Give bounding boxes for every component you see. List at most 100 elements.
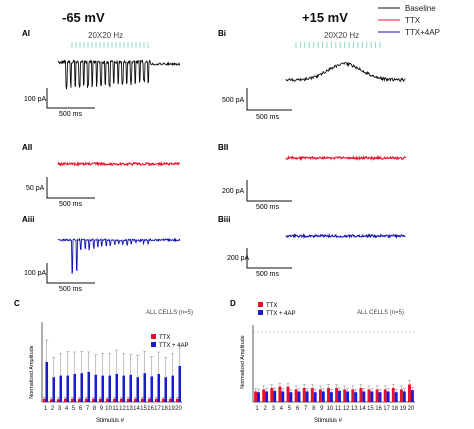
scale-y-bii: 200 pA bbox=[222, 188, 245, 195]
bar bbox=[318, 389, 322, 402]
x-tick-label: 16 bbox=[147, 406, 154, 412]
bar bbox=[157, 374, 161, 402]
bar bbox=[321, 391, 325, 402]
x-tick-label: 4 bbox=[65, 406, 69, 412]
scale-x-ai: 500 ms bbox=[59, 111, 82, 118]
x-tick-label: 18 bbox=[391, 406, 398, 412]
bar bbox=[143, 373, 147, 402]
chart-c-legend-swatch-ttx bbox=[151, 334, 156, 339]
bar bbox=[362, 391, 366, 402]
scale-x-aiii: 500 ms bbox=[59, 286, 82, 293]
x-tick-label: 17 bbox=[154, 406, 161, 412]
bar bbox=[402, 391, 406, 402]
chart-d-axes bbox=[252, 325, 415, 403]
legend-label-ttx-4ap: TTX+4AP bbox=[405, 28, 440, 37]
trace-legend: Baseline TTX TTX+4AP bbox=[378, 4, 440, 37]
scale-bar-bi: 500 pA 500 ms bbox=[222, 88, 292, 121]
x-tick-label: 5 bbox=[72, 406, 76, 412]
bar bbox=[126, 398, 130, 402]
scale-x-bii: 500 ms bbox=[256, 204, 279, 211]
legend-label-baseline: Baseline bbox=[405, 4, 436, 13]
x-tick-label: 2 bbox=[51, 406, 55, 412]
chart-c-annotation: ALL CELLS (n=5) bbox=[146, 310, 193, 316]
x-tick-label: 15 bbox=[367, 406, 374, 412]
bar bbox=[286, 386, 290, 402]
bar bbox=[94, 374, 98, 402]
legend-label-ttx: TTX bbox=[405, 16, 421, 25]
bar bbox=[351, 389, 355, 402]
bar bbox=[281, 391, 285, 402]
bar bbox=[84, 398, 88, 402]
x-tick-label: 20 bbox=[175, 406, 182, 412]
bar bbox=[164, 377, 168, 402]
x-tick-label: 2 bbox=[263, 406, 267, 412]
bar bbox=[310, 388, 314, 402]
bar bbox=[105, 398, 109, 402]
x-tick-label: 14 bbox=[359, 406, 366, 412]
bar bbox=[42, 398, 46, 402]
bar bbox=[289, 392, 293, 402]
bar bbox=[87, 372, 91, 402]
bar bbox=[343, 389, 347, 402]
scale-x-bi: 500 ms bbox=[256, 114, 279, 121]
x-tick-label: 18 bbox=[161, 406, 168, 412]
x-tick-label: 9 bbox=[100, 406, 104, 412]
chart-d-annotation: ALL CELLS (n=5) bbox=[357, 310, 404, 316]
x-tick-label: 8 bbox=[312, 406, 316, 412]
bar bbox=[171, 375, 175, 402]
bar bbox=[175, 398, 179, 402]
bar bbox=[52, 377, 56, 402]
bar bbox=[354, 392, 358, 402]
stim-train-bi bbox=[295, 42, 381, 48]
scale-y-aii: 50 pA bbox=[26, 185, 45, 192]
left-voltage-heading: -65 mV bbox=[62, 10, 105, 25]
x-tick-label: 5 bbox=[288, 406, 292, 412]
scale-bar-biii: 200 pA 500 ms bbox=[227, 248, 292, 278]
x-tick-label: 12 bbox=[343, 406, 350, 412]
bar bbox=[91, 398, 95, 402]
bar bbox=[270, 388, 274, 402]
x-tick-label: 11 bbox=[335, 406, 342, 412]
bar bbox=[391, 388, 395, 402]
scale-x-biii: 500 ms bbox=[256, 271, 279, 278]
x-tick-label: 3 bbox=[272, 406, 276, 412]
chart-c-legend-swatch-ttx-4ap bbox=[151, 342, 156, 347]
bar bbox=[112, 398, 116, 402]
bar bbox=[254, 391, 258, 402]
x-tick-label: 11 bbox=[112, 406, 119, 412]
bar bbox=[168, 398, 172, 402]
bar bbox=[262, 389, 266, 402]
bar bbox=[408, 384, 411, 402]
chart-d-ylabel: Normalized Amplitude bbox=[240, 335, 246, 389]
stim-label-ai: 20X20 Hz bbox=[88, 31, 123, 40]
bar bbox=[161, 398, 165, 402]
bar bbox=[80, 373, 84, 402]
x-tick-label: 13 bbox=[351, 406, 358, 412]
stim-label-bi: 20X20 Hz bbox=[324, 31, 359, 40]
scale-bar-aii: 50 pA 500 ms bbox=[26, 177, 95, 208]
chart-c-axes bbox=[41, 322, 182, 403]
bar bbox=[56, 399, 60, 402]
bar bbox=[150, 376, 154, 402]
x-tick-label: 13 bbox=[126, 406, 133, 412]
panel-label-aii: AII bbox=[22, 143, 32, 152]
x-tick-label: 1 bbox=[255, 406, 259, 412]
trace-aii-ttx bbox=[57, 160, 181, 168]
bar bbox=[383, 389, 387, 402]
chart-d-x-ticks: 1 2 3 4 5 6 7 8 9 10 11 12 13 14 15 16 17 18 19 20 bbox=[255, 406, 415, 412]
bar bbox=[59, 375, 63, 402]
chart-d-legend-swatch-ttx-4ap bbox=[258, 310, 263, 315]
panel-label-biii: Biii bbox=[218, 215, 230, 224]
chart-c-legend-label-ttx: TTX bbox=[159, 335, 170, 341]
chart-c-panel-label: C bbox=[14, 299, 20, 308]
bar bbox=[305, 391, 309, 402]
bar bbox=[119, 398, 123, 402]
trace-bii-ttx bbox=[285, 155, 406, 162]
bar bbox=[63, 398, 67, 402]
x-tick-label: 17 bbox=[383, 406, 390, 412]
scale-y-aiii: 100 pA bbox=[24, 270, 47, 277]
scale-bar-aiii: 100 pA 500 ms bbox=[24, 263, 95, 293]
bar bbox=[129, 374, 133, 402]
